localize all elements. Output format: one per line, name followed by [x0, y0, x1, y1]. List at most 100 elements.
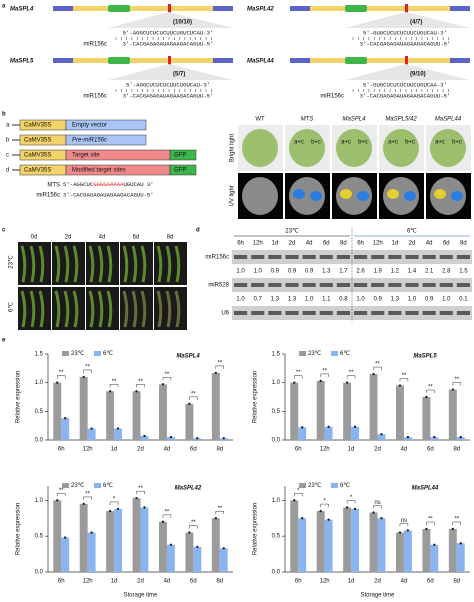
bar: [316, 511, 325, 572]
mts-part: UGUCAU 3': [123, 181, 153, 188]
gfp-signal: [293, 189, 305, 199]
point: [82, 375, 85, 379]
band: [371, 311, 385, 315]
sig-bracket: [57, 375, 66, 379]
banana: [29, 290, 36, 328]
band: [285, 255, 299, 259]
banana: [54, 290, 61, 328]
mirna-seq: 3'-CACGAGAGAUAGAAGACAGUU-5': [360, 92, 451, 99]
x-tick-label: 4d: [401, 447, 408, 453]
utr: [213, 6, 233, 11]
panel-label: e: [2, 338, 6, 344]
bar: [343, 382, 352, 440]
point: [196, 437, 199, 440]
banana: [174, 290, 181, 328]
sig-bracket: [426, 521, 435, 525]
banana: [131, 245, 138, 283]
leaf-label: b+c: [311, 140, 321, 146]
significance: **: [402, 373, 407, 379]
x-tick-label: 6d: [427, 447, 434, 453]
y-tick-label: 0.0: [35, 570, 44, 576]
mts-label: MTS: [47, 183, 60, 189]
point: [345, 506, 349, 509]
photo-column: MTS: [301, 117, 314, 123]
point: [300, 426, 304, 429]
x-tick-label: 2d: [137, 447, 144, 453]
density: 1.0: [236, 269, 245, 275]
bar: [114, 428, 122, 440]
temp-label: 6℃: [9, 302, 15, 312]
leaf-label: a+c: [341, 140, 351, 146]
x-tick-label: 8d: [216, 447, 223, 453]
banana: [140, 290, 147, 328]
sig-bracket: [320, 373, 329, 377]
significance: **: [85, 365, 90, 371]
photo-column: MaSPL44: [435, 117, 462, 123]
sbp-domain: [345, 57, 367, 64]
x-tick-label: 2d: [137, 579, 144, 585]
point: [459, 542, 462, 545]
band: [354, 311, 368, 315]
sig-bracket: [452, 382, 461, 386]
bar: [351, 426, 359, 440]
significance: **: [138, 379, 143, 385]
y-axis-label: Relative expression: [16, 371, 22, 423]
mirna-name: miR156c: [83, 42, 107, 48]
x-tick-label: 12h: [83, 579, 93, 585]
panel-label: d: [196, 228, 200, 234]
y-axis-label: Relative expression: [253, 371, 259, 423]
y-tick-label: 0.0: [35, 438, 44, 444]
bar: [166, 437, 175, 440]
banana: [97, 290, 104, 328]
x-tick-label: 6h: [58, 579, 65, 585]
bar: [456, 543, 465, 572]
construct-id: c: [6, 153, 9, 159]
density: 2.1: [425, 269, 434, 275]
time-label: 4d: [306, 241, 313, 247]
band: [285, 283, 299, 287]
legend-label: 23℃: [71, 483, 85, 489]
target-site: [405, 4, 408, 13]
x-tick-label: 1d: [111, 579, 118, 585]
sig-bracket: [294, 375, 303, 379]
significance: **: [112, 379, 117, 385]
band: [319, 283, 333, 287]
temp-label: 23℃: [285, 229, 299, 235]
leaf: [242, 129, 278, 167]
promoter-label: CaMV35S: [24, 168, 51, 174]
x-tick-label: 6d: [427, 579, 434, 585]
sig-bracket: [136, 490, 145, 495]
band: [388, 283, 402, 287]
band: [285, 311, 299, 315]
point: [214, 517, 218, 520]
significance: **: [428, 385, 433, 391]
bar: [430, 544, 439, 572]
bar: [211, 372, 220, 440]
leaf-label: b+c: [452, 140, 462, 146]
point: [372, 372, 375, 376]
time-label: 12h: [373, 241, 383, 247]
y-tick-label: 1.0: [272, 498, 281, 504]
zoom: [108, 12, 233, 28]
x-tick-label: 6h: [295, 447, 302, 453]
insert: [65, 119, 147, 131]
panel-label: b: [2, 112, 6, 118]
legend-label: 23℃: [308, 351, 322, 357]
point: [161, 383, 165, 386]
bar: [87, 428, 96, 440]
gfp-signal: [340, 189, 352, 199]
banana: [106, 245, 113, 283]
significance: **: [59, 370, 64, 376]
gfp-signal: [434, 189, 446, 199]
density: 2.6: [356, 269, 365, 275]
banana: [165, 290, 172, 328]
target-seq: 5'-GUGCUCUCUCUUCUGUCAU-3': [363, 29, 447, 36]
bar: [185, 403, 194, 440]
mirna-seq: 3'-CACGAGAGAUAGAAGACAGUU-5': [123, 40, 214, 47]
banana: [29, 245, 36, 283]
bar: [316, 380, 325, 440]
x-tick-label: 2d: [374, 579, 381, 585]
banana: [72, 245, 79, 283]
legend-swatch: [94, 351, 101, 356]
bar: [369, 512, 378, 572]
